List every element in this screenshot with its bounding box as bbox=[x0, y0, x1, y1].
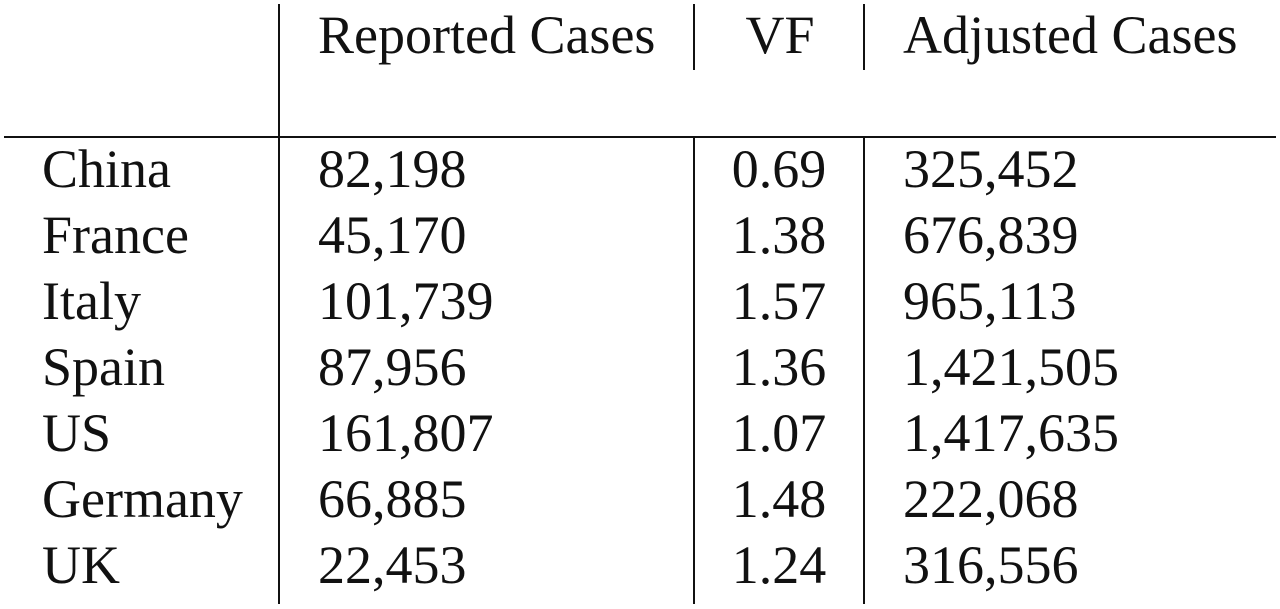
cell-country: France bbox=[42, 205, 189, 265]
column-divider-vf bbox=[863, 137, 865, 604]
cell-country: Italy bbox=[42, 271, 141, 331]
cell-adjusted-cases: 222,068 bbox=[903, 469, 1079, 529]
cell-vf: 1.48 bbox=[731, 469, 827, 529]
cell-vf: 1.57 bbox=[731, 271, 827, 331]
header-rule bbox=[4, 136, 1276, 138]
cell-reported-cases: 161,807 bbox=[318, 403, 494, 463]
cell-adjusted-cases: 676,839 bbox=[903, 205, 1079, 265]
cell-country: Spain bbox=[42, 337, 166, 397]
cell-vf: 1.07 bbox=[731, 403, 827, 463]
header-adjusted-cases: Adjusted Cases bbox=[903, 5, 1238, 65]
header-reported-cases: Reported Cases bbox=[318, 5, 656, 65]
cell-vf: 1.36 bbox=[731, 337, 827, 397]
cell-country: China bbox=[42, 139, 171, 199]
column-divider-reported bbox=[693, 137, 695, 604]
cell-reported-cases: 101,739 bbox=[318, 271, 494, 331]
column-divider-reported-header bbox=[693, 4, 695, 70]
cell-country: US bbox=[42, 403, 112, 463]
cell-reported-cases: 82,198 bbox=[318, 139, 467, 199]
cell-adjusted-cases: 316,556 bbox=[903, 535, 1079, 595]
cell-country: Germany bbox=[42, 469, 243, 529]
cell-vf: 0.69 bbox=[731, 139, 827, 199]
cell-adjusted-cases: 1,417,635 bbox=[903, 403, 1119, 463]
cell-reported-cases: 22,453 bbox=[318, 535, 467, 595]
cell-reported-cases: 66,885 bbox=[318, 469, 467, 529]
header-vf: VF bbox=[745, 5, 815, 65]
cell-adjusted-cases: 1,421,505 bbox=[903, 337, 1119, 397]
cell-vf: 1.38 bbox=[731, 205, 827, 265]
cell-adjusted-cases: 965,113 bbox=[903, 271, 1077, 331]
cell-country: UK bbox=[42, 535, 120, 595]
cell-reported-cases: 45,170 bbox=[318, 205, 467, 265]
cell-reported-cases: 87,956 bbox=[318, 337, 467, 397]
column-divider-vf-header bbox=[863, 4, 865, 70]
cell-adjusted-cases: 325,452 bbox=[903, 139, 1079, 199]
column-divider-country bbox=[278, 4, 280, 604]
cell-vf: 1.24 bbox=[731, 535, 827, 595]
